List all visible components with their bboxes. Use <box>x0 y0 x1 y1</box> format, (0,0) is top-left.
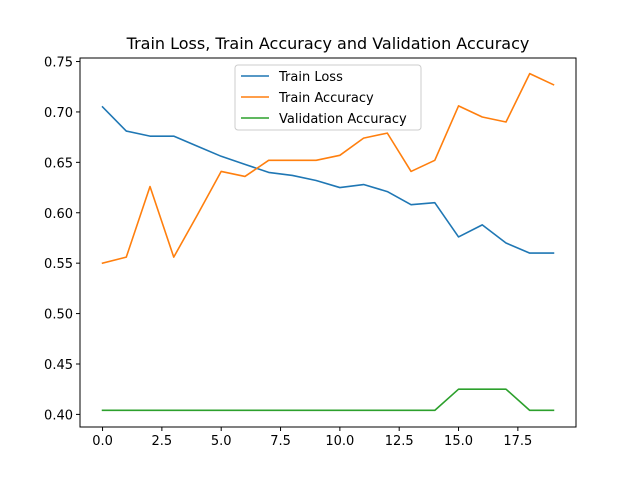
chart-title: Train Loss, Train Accuracy and Validatio… <box>126 34 530 53</box>
y-tick-label: 0.45 <box>44 358 73 373</box>
series-line-validation-accuracy <box>101 388 555 412</box>
legend-label-train-loss: Train Loss <box>278 70 343 85</box>
legend-box <box>234 64 422 131</box>
y-axis: 0.40 0.45 0.50 0.55 0.60 0.65 0.70 0.75 <box>44 56 80 423</box>
plot-area-frame <box>79 57 577 428</box>
x-tick-label: 5.0 <box>211 434 232 449</box>
x-axis: 0.0 2.5 5.0 7.5 10.0 12.5 15.0 17.5 <box>92 427 532 449</box>
y-tick-label: 0.70 <box>44 106 73 121</box>
series-line-train-loss <box>101 105 555 254</box>
legend: Train Loss Train Accuracy Validation Accur… <box>234 64 422 131</box>
x-tick-label: 12.5 <box>385 434 414 449</box>
y-tick-label: 0.40 <box>44 408 73 423</box>
x-tick-label: 0.0 <box>92 434 113 449</box>
x-tick-label: 17.5 <box>503 434 532 449</box>
y-tick-label: 0.65 <box>44 156 73 171</box>
series-line-train-accuracy <box>101 72 555 265</box>
legend-label-validation-accuracy: Validation Accuracy <box>279 112 407 127</box>
y-tick-label: 0.55 <box>44 257 73 272</box>
x-tick-label: 10.0 <box>325 434 354 449</box>
series-layer <box>101 72 555 412</box>
y-tick-label: 0.50 <box>44 308 73 323</box>
y-tick-label: 0.60 <box>44 207 73 222</box>
y-tick-label: 0.75 <box>44 56 73 71</box>
x-tick-label: 2.5 <box>152 434 173 449</box>
x-tick-label: 7.5 <box>270 434 291 449</box>
x-tick-label: 15.0 <box>444 434 473 449</box>
legend-label-train-accuracy: Train Accuracy <box>278 91 374 106</box>
